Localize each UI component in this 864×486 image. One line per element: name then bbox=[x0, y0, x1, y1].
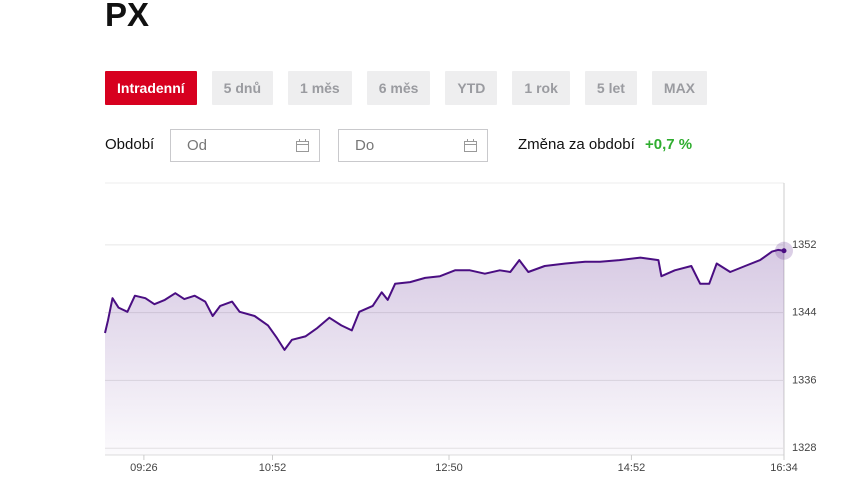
period-label: Období bbox=[105, 136, 155, 153]
x-tick-label: 12:50 bbox=[435, 462, 463, 474]
placeholder: Od bbox=[187, 137, 208, 154]
y-tick-label: 1344 bbox=[792, 307, 816, 319]
range-tab[interactable]: 1 rok bbox=[512, 71, 570, 105]
x-tick-label: 09:26 bbox=[130, 462, 158, 474]
range-tab[interactable]: 5 dnů bbox=[211, 71, 274, 105]
y-tick-label: 1336 bbox=[792, 374, 816, 386]
calendar-icon bbox=[464, 139, 477, 152]
date-to[interactable]: Do bbox=[338, 129, 488, 162]
range-tab[interactable]: Intradenní bbox=[105, 71, 197, 105]
x-tick-label: 16:34 bbox=[770, 462, 798, 474]
y-tick-label: 1352 bbox=[792, 239, 816, 251]
range-tab[interactable]: MAX bbox=[651, 71, 708, 105]
change-value: +0,7 % bbox=[645, 136, 693, 153]
range-tab[interactable]: 6 měs bbox=[366, 71, 431, 105]
x-tick-label: 14:52 bbox=[618, 462, 646, 474]
change-label: Změna za období bbox=[518, 136, 635, 153]
date-from[interactable]: Od bbox=[170, 129, 320, 162]
y-tick-label: 1328 bbox=[792, 442, 816, 454]
range-tab[interactable]: 1 měs bbox=[288, 71, 352, 105]
x-tick-label: 10:52 bbox=[259, 462, 287, 474]
range-tab[interactable]: YTD bbox=[445, 71, 498, 105]
last-point bbox=[781, 248, 787, 254]
calendar-icon bbox=[296, 139, 309, 152]
price-line bbox=[104, 248, 785, 351]
area bbox=[105, 249, 784, 455]
tab-bar: Intradenní 5 dnů 1 měs 6 měs YTD 1 rok 5 let MA… bbox=[105, 71, 708, 105]
range-tab[interactable]: 5 let bbox=[584, 71, 637, 105]
title: PX bbox=[105, 0, 150, 33]
placeholder: Do bbox=[355, 137, 375, 154]
